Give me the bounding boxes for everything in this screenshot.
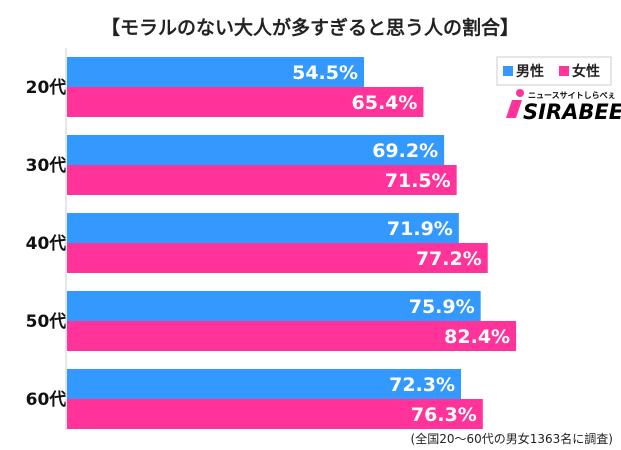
bar-male (67, 291, 481, 321)
logo-i-icon (506, 100, 522, 118)
bar-value-label: 76.3% (411, 404, 477, 426)
logo-wordmark: SIRABEE (523, 100, 621, 124)
legend-box (496, 56, 612, 86)
category-label: 40代 (26, 233, 67, 254)
category-label: 60代 (26, 389, 67, 410)
bar-value-label: 65.4% (352, 92, 418, 114)
legend: 男性 女性 (496, 56, 612, 86)
bar-female (67, 321, 517, 351)
bar-male (67, 213, 459, 243)
bar-female (67, 243, 488, 273)
sirabee-logo: ニュースサイトしらべぇ SIRABEE (506, 89, 621, 124)
bar-female (67, 87, 424, 117)
bar-group: 54.5% 65.4% 69.2% 71.5% 71.9% 77.2% 75.9% 82.4%… (67, 57, 517, 429)
survey-note: (全国20〜60代の男女1363名に調査) (411, 431, 613, 446)
bar-value-label: 71.9% (387, 218, 453, 240)
bar-value-label: 82.4% (444, 326, 510, 348)
bar-value-label: 69.2% (372, 140, 438, 162)
bar-female (67, 399, 483, 429)
bar-value-label: 54.5% (292, 62, 358, 84)
category-labels: 20代 30代 40代 50代 60代 (26, 77, 67, 410)
category-label: 20代 (26, 77, 67, 98)
category-label: 30代 (26, 155, 67, 176)
logo-subtitle: ニュースサイトしらべぇ (528, 91, 616, 100)
bar-male (67, 135, 445, 165)
bar-male (67, 57, 365, 87)
legend-swatch-female (559, 66, 569, 76)
bar-value-label: 71.5% (385, 170, 451, 192)
bar-male (67, 369, 462, 399)
legend-label-male: 男性 (516, 63, 544, 80)
bar-value-label: 75.9% (409, 296, 475, 318)
logo-dot-icon (516, 89, 524, 97)
bar-female (67, 165, 457, 195)
legend-label-female: 女性 (572, 63, 600, 80)
legend-swatch-male (503, 66, 513, 76)
chart-title: 【モラルのない大人が多すぎると思う人の割合】 (101, 16, 519, 39)
bar-value-label: 77.2% (416, 248, 482, 270)
bar-value-label: 72.3% (389, 374, 455, 396)
category-label: 50代 (26, 311, 67, 332)
